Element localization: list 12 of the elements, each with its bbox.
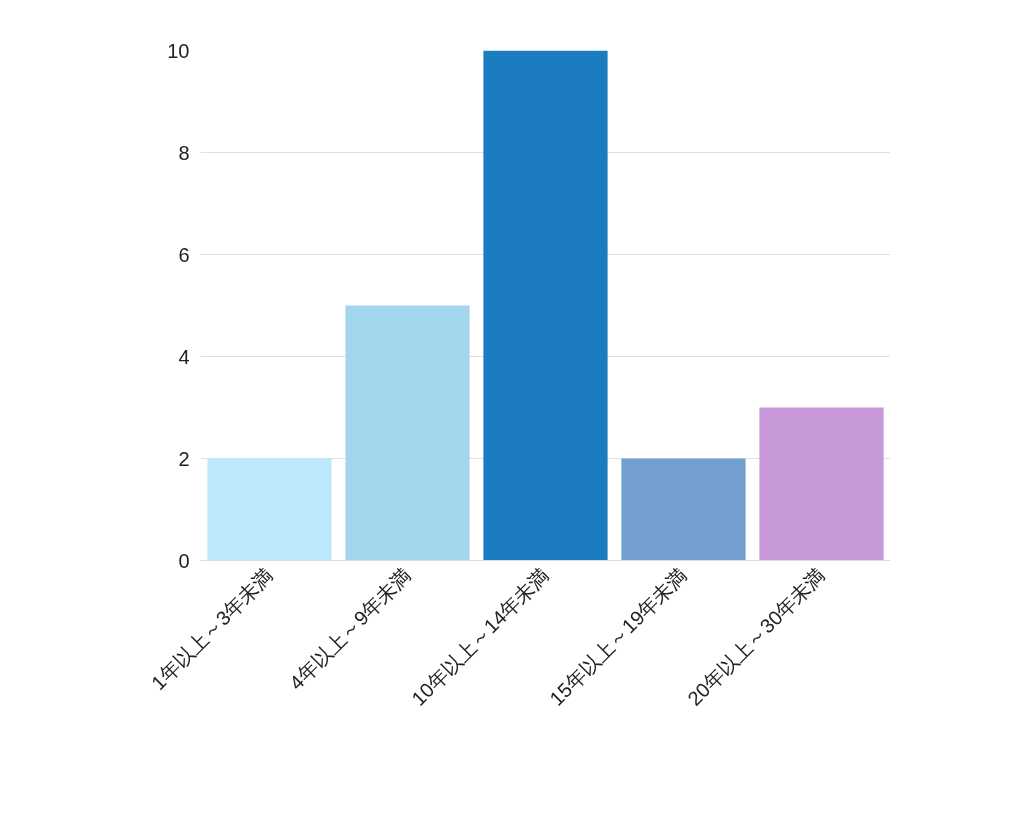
bar: [345, 305, 470, 561]
bar: [207, 458, 332, 561]
y-tick-label: 4: [178, 345, 190, 368]
bar: [483, 50, 608, 561]
bar: [759, 407, 884, 561]
x-tick-label: 4年以上～9年未満: [285, 563, 416, 694]
y-tick-label: 8: [178, 141, 190, 164]
bar: [621, 458, 746, 561]
y-tick-label: 2: [178, 447, 190, 470]
y-tick-label: 10: [167, 39, 190, 62]
y-tick-label: 0: [178, 549, 190, 572]
y-tick-label: 6: [178, 243, 190, 266]
